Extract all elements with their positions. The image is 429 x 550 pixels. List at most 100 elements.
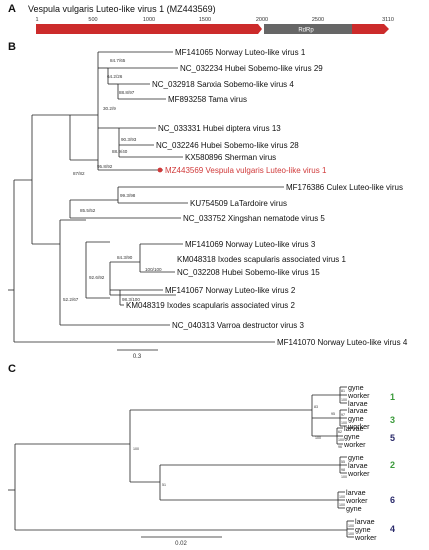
group-label: 6	[390, 495, 395, 505]
tree-b-leaf: NC_032246 Hubei Sobemo-like virus 28	[156, 141, 299, 150]
support-value: 81	[341, 389, 345, 393]
support-value: 88.9/40	[112, 149, 128, 154]
tree-c-leaf: gyne	[346, 504, 362, 513]
support-value: 100	[341, 421, 347, 425]
support-value: 99.3/98	[120, 193, 136, 198]
tree-c-leaf: worker	[354, 533, 377, 542]
tree-c-leaf: larvae	[346, 488, 366, 497]
support-value: 62	[338, 430, 342, 434]
support-value: 64.2/26	[107, 74, 123, 79]
tree-b-leaf: MF176386 Culex Luteo-like virus	[286, 183, 403, 192]
tree-c-leaf: gyne	[348, 453, 364, 462]
tree-c-leaf: gyne	[344, 432, 360, 441]
tree-b-leaf: MF141065 Norway Luteo-like virus 1	[175, 48, 306, 57]
tree-c-leaf: gyne	[355, 525, 371, 534]
support-value: 90.3/93	[121, 137, 137, 142]
support-value: 55	[341, 460, 345, 464]
tree-c-leaf: larvae	[344, 424, 364, 433]
tree-c-leaf: gyne	[348, 383, 364, 392]
phylogenetic-tree-c	[8, 386, 354, 538]
group-label: 2	[390, 460, 395, 470]
tree-b-leaf: NC_032234 Hubei Sobemo-like virus 29	[180, 64, 323, 73]
group-label: 1	[390, 392, 395, 402]
tree-b-leaf: KM048319 Ixodes scapularis associated vi…	[126, 301, 296, 310]
rdrp-label: RdRp	[298, 28, 314, 34]
support-value: 100	[338, 438, 344, 442]
support-value: 98	[341, 468, 345, 472]
tree-c-leaf: worker	[343, 440, 366, 449]
tree-b-leaf: NC_040313 Varroa destructor virus 3	[172, 321, 304, 330]
support-value: 52.2/67	[63, 297, 79, 302]
tree-b-leaf: KX580896 Sherman virus	[185, 153, 276, 162]
genome-tick: 3110	[382, 17, 394, 23]
support-value: 84.3/90	[117, 255, 133, 260]
support-value: 87/82	[73, 171, 85, 176]
support-value: 100	[341, 398, 347, 402]
support-value: 97	[341, 413, 345, 417]
support-value: 100	[133, 447, 139, 451]
orf1-bar	[36, 24, 258, 34]
group-label: 5	[390, 433, 395, 443]
tree-c-leaf: larvae	[355, 517, 375, 526]
support-value: 100	[348, 524, 354, 528]
orf1-arrow	[258, 24, 262, 34]
support-value: 84.7/65	[110, 58, 126, 63]
tree-b-leaf: KU754509 LaTardoire virus	[190, 199, 287, 208]
genome-tick: 1000	[143, 17, 155, 23]
phylogenetic-tree-b	[8, 51, 284, 343]
support-value: 51	[162, 483, 166, 487]
tree-b-leaf: MF141069 Norway Luteo-like virus 3	[185, 240, 316, 249]
group-label: 3	[390, 415, 395, 425]
support-value: 83	[314, 405, 318, 409]
orf2-bar	[352, 24, 384, 34]
genome-tick: 2500	[312, 17, 324, 23]
tree-c-leaf: larvae	[348, 461, 368, 470]
tree-b-leaf: NC_032208 Hubei Sobemo-like virus 15	[177, 268, 320, 277]
support-value: 85.5/52	[80, 208, 96, 213]
support-value: 100	[315, 436, 321, 440]
support-value: 100	[339, 495, 345, 499]
genome-tick: 1500	[199, 17, 211, 23]
tree-c-leaf: worker	[347, 469, 370, 478]
support-value: 100	[348, 532, 354, 536]
support-value: 95	[331, 412, 335, 416]
genome-tick: 500	[88, 17, 97, 23]
tree-b-leaf: MF893258 Tama virus	[168, 95, 247, 104]
panel-b-letter: B	[8, 41, 16, 53]
orf2-arrow	[384, 24, 389, 34]
support-value: 100/100	[145, 267, 162, 272]
panel-c-letter: C	[8, 363, 16, 375]
tree-b-leaf: NC_033752 Xingshan nematode virus 5	[183, 214, 325, 223]
support-value: 88.8/97	[119, 90, 135, 95]
support-value: 30.2/9	[103, 106, 116, 111]
group-label: 4	[390, 524, 395, 534]
support-value: 98.3/100	[122, 297, 140, 302]
support-value: 96	[338, 445, 342, 449]
tree-c-leaf: worker	[347, 422, 370, 431]
support-value: 95.8/92	[97, 164, 113, 169]
tree-b-leaf: MF141070 Norway Luteo-like virus 4	[277, 338, 408, 347]
support-value: 100	[341, 475, 347, 479]
tree-b-leaf: NC_033331 Hubei diptera virus 13	[158, 124, 281, 133]
rdrp-domain	[264, 24, 352, 34]
genome-tick: 1	[35, 17, 38, 23]
tree-c-leaf: larvae	[348, 406, 368, 415]
support-value: 92.6/92	[89, 275, 105, 280]
tree-b-leaf: MF141067 Norway Luteo-like virus 2	[165, 286, 296, 295]
tree-c-leaf: worker	[345, 496, 368, 505]
genome-map: RdRp	[36, 24, 389, 34]
tree-c-leaf: gyne	[348, 414, 364, 423]
tree-b-leaf-highlight: MZ443569 Vespula vulgaris Luteo-like vir…	[165, 166, 327, 175]
highlight-dot	[157, 167, 163, 173]
scale-bar-b-label: 0.3	[133, 354, 142, 360]
support-value: 100	[339, 503, 345, 507]
panel-a-letter: A	[8, 3, 16, 15]
tree-b-leaf: KM048318 Ixodes scapularis associated vi…	[177, 255, 347, 264]
genome-tick: 2000	[256, 17, 268, 23]
panel-a-title: Vespula vulgaris Luteo-like virus 1 (MZ4…	[28, 4, 216, 14]
tree-c-leaf: larvae	[348, 399, 368, 408]
tree-b-leaf: NC_032918 Sanxia Sobemo-like virus 4	[152, 80, 294, 89]
scale-bar-c-label: 0.02	[175, 541, 187, 547]
tree-c-leaf: worker	[347, 391, 370, 400]
